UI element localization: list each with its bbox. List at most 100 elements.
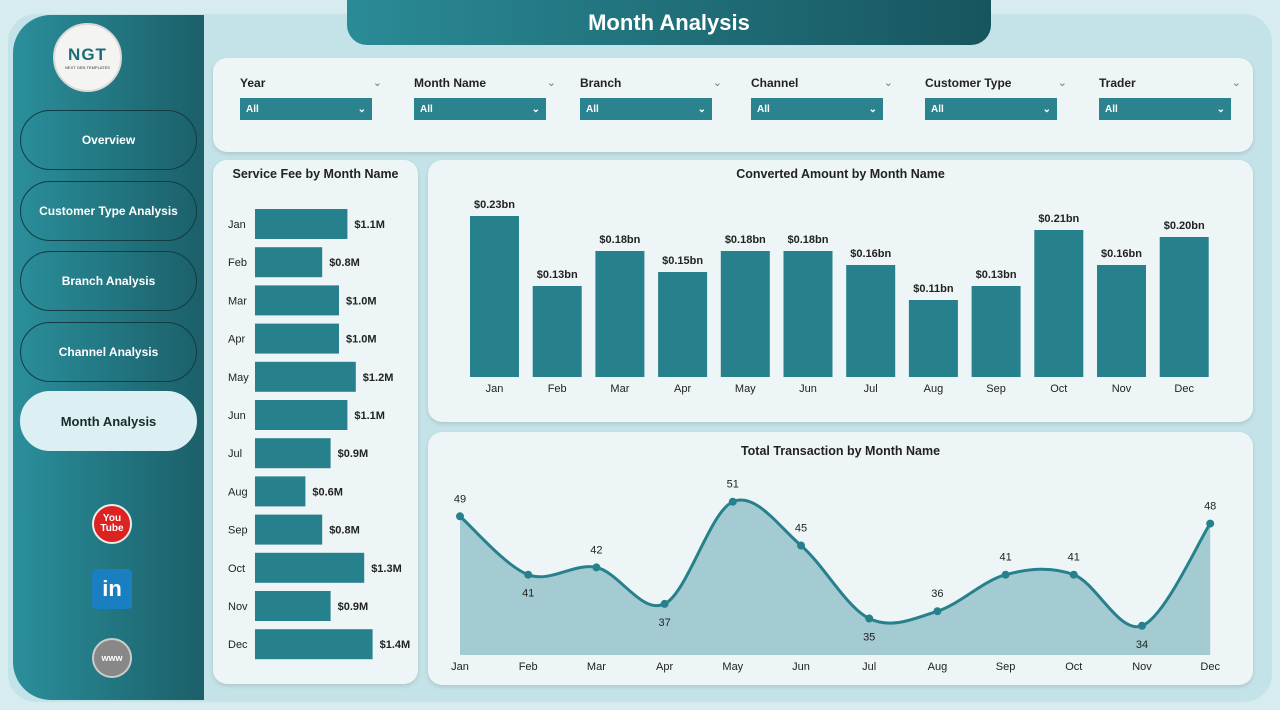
category-label: Jan (486, 383, 504, 395)
bar (1034, 230, 1084, 377)
filter-dropdown[interactable]: All ⌄ (580, 98, 712, 120)
category-label: Nov (228, 601, 248, 613)
converted-amount-card: Converted Amount by Month Name $0.23bn Ja… (428, 160, 1253, 422)
data-label: $0.9M (338, 601, 369, 613)
filter-dropdown[interactable]: All ⌄ (751, 98, 883, 120)
data-point (865, 614, 874, 623)
nav-overview[interactable]: Overview (20, 110, 197, 170)
data-point (797, 541, 805, 550)
bar (255, 552, 365, 583)
data-label: $0.15bn (662, 255, 703, 267)
filter-dropdown[interactable]: All ⌄ (414, 98, 546, 120)
nav-month-analysis[interactable]: Month Analysis (20, 391, 197, 451)
bar (1159, 237, 1209, 377)
chevron-down-icon: ⌄ (697, 103, 706, 115)
data-label: 48 (1204, 501, 1216, 513)
bar (255, 247, 323, 278)
category-label: Aug (928, 661, 948, 673)
filter-channel[interactable]: Channel ⌄ All ⌄ (751, 76, 893, 120)
chevron-down-icon: ⌄ (1042, 103, 1051, 115)
data-label: $0.9M (338, 448, 369, 460)
data-point (524, 570, 533, 579)
data-label: 34 (1136, 639, 1148, 651)
nav-channel-analysis[interactable]: Channel Analysis (20, 322, 197, 382)
data-label: 41 (999, 552, 1011, 564)
bar (595, 251, 645, 377)
data-label: 51 (727, 479, 739, 491)
category-label: Jun (228, 410, 246, 422)
nav-customer-type-analysis[interactable]: Customer Type Analysis (20, 181, 197, 241)
bar (255, 438, 331, 469)
category-label: Jun (792, 661, 810, 673)
bar (255, 514, 323, 545)
category-label: Aug (228, 486, 248, 498)
collapse-chevron-icon[interactable]: ⌄ (546, 77, 556, 89)
category-label: Jun (799, 383, 817, 395)
filter-year[interactable]: Year ⌄ All ⌄ (240, 76, 382, 120)
total-transaction-card: Total Transaction by Month Name 49 Jan 41 F… (428, 432, 1253, 685)
chart-title: Converted Amount by Month Name (736, 167, 945, 181)
data-label: $0.20bn (1164, 220, 1205, 232)
data-point (1206, 519, 1215, 528)
filter-label: Customer Type ⌄ (925, 76, 1067, 90)
area-fill (460, 499, 1211, 655)
data-point (1001, 570, 1010, 579)
filter-dropdown[interactable]: All ⌄ (240, 98, 372, 120)
ngt-logo: NGT NEXT GEN TEMPLATES (53, 23, 122, 92)
filter-label: Year ⌄ (240, 76, 382, 90)
data-label: 37 (658, 617, 670, 629)
data-label: 35 (863, 632, 875, 644)
bar (658, 272, 708, 377)
filter-label: Channel ⌄ (751, 76, 893, 90)
category-label: May (228, 372, 249, 384)
nav-branch-analysis[interactable]: Branch Analysis (20, 251, 197, 311)
filter-branch[interactable]: Branch ⌄ All ⌄ (580, 76, 722, 120)
category-label: Apr (228, 334, 245, 346)
category-label: Dec (1174, 383, 1194, 395)
filter-month-name[interactable]: Month Name ⌄ All ⌄ (414, 76, 556, 120)
category-label: Dec (1200, 661, 1220, 673)
category-label: Nov (1132, 661, 1152, 673)
category-label: Feb (519, 661, 538, 673)
data-label: $1.1M (354, 219, 385, 231)
bar (255, 361, 356, 392)
filter-customer-type[interactable]: Customer Type ⌄ All ⌄ (925, 76, 1067, 120)
bar (255, 629, 373, 660)
linkedin-icon[interactable]: in (92, 569, 132, 609)
data-label: $1.0M (346, 295, 377, 307)
category-label: Sep (986, 383, 1006, 395)
bar (908, 300, 958, 377)
category-label: Jul (228, 448, 242, 460)
category-label: Mar (587, 661, 606, 673)
bar (255, 400, 348, 430)
data-point (933, 607, 942, 616)
globe-icon[interactable]: www (92, 638, 132, 678)
bar (255, 323, 339, 354)
data-label: $0.18bn (599, 234, 640, 246)
youtube-icon[interactable]: You Tube (92, 504, 132, 544)
bar (971, 286, 1021, 377)
bar (255, 285, 339, 316)
collapse-chevron-icon[interactable]: ⌄ (372, 77, 382, 89)
collapse-chevron-icon[interactable]: ⌄ (883, 77, 893, 89)
chevron-down-icon: ⌄ (1216, 103, 1225, 115)
collapse-chevron-icon[interactable]: ⌄ (712, 77, 722, 89)
chevron-down-icon: ⌄ (868, 103, 877, 115)
filter-dropdown[interactable]: All ⌄ (925, 98, 1057, 120)
data-point (1138, 621, 1146, 630)
data-label: $0.23bn (474, 199, 515, 211)
filter-dropdown[interactable]: All ⌄ (1099, 98, 1231, 120)
collapse-chevron-icon[interactable]: ⌄ (1057, 77, 1067, 89)
filter-trader[interactable]: Trader ⌄ All ⌄ (1099, 76, 1241, 120)
category-label: Feb (548, 383, 567, 395)
category-label: Sep (996, 661, 1016, 673)
page-title: Month Analysis (347, 0, 991, 45)
category-label: Jan (451, 661, 469, 673)
collapse-chevron-icon[interactable]: ⌄ (1231, 77, 1241, 89)
data-label: $0.18bn (788, 234, 829, 246)
converted-amount-chart: $0.23bn Jan $0.13bn Feb $0.18bn Mar $0.15bn Apr… (470, 199, 1209, 395)
data-label: $1.2M (363, 372, 394, 384)
data-label: $0.6M (312, 486, 343, 498)
data-label: 41 (1068, 552, 1080, 564)
filter-label: Month Name ⌄ (414, 76, 556, 90)
